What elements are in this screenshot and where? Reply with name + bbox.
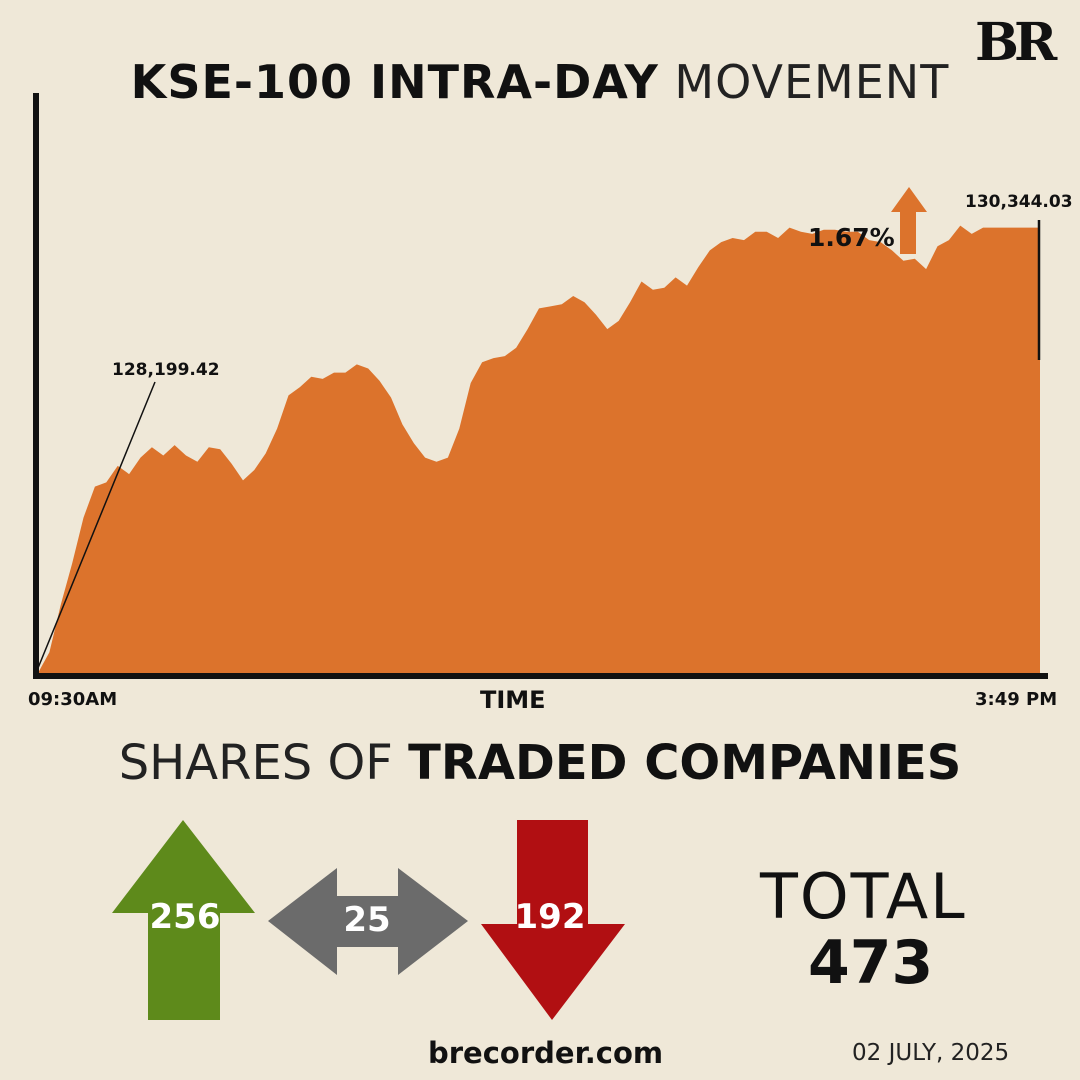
advanced-arrow-icon	[112, 820, 255, 1020]
start-value-leader	[37, 381, 156, 669]
change-percent: 1.67%	[808, 223, 895, 252]
index-area	[38, 225, 1040, 673]
chart-title-bold: KSE-100 INTRA-DAY	[130, 55, 659, 109]
total-label: TOTAL	[760, 860, 967, 933]
br-logo: BR	[975, 12, 1057, 73]
x-tick-start: 09:30AM	[28, 689, 118, 710]
chart-title: KSE-100 INTRA-DAY MOVEMENT	[0, 55, 1080, 109]
total-value: 473	[808, 928, 934, 998]
advanced-count: 256	[149, 897, 221, 937]
companies-title: SHARES OF TRADED COMPANIES	[0, 735, 1080, 791]
chart-title-light: MOVEMENT	[674, 55, 950, 109]
date-label: 02 JULY, 2025	[852, 1040, 1010, 1066]
end-value-label: 130,344.03	[965, 192, 1073, 212]
companies-title-light: SHARES OF	[118, 735, 393, 791]
x-tick-end: 3:49 PM	[975, 689, 1058, 710]
unchanged-arrow-icon	[268, 868, 468, 975]
up-change-icon	[891, 187, 927, 254]
declined-count: 192	[514, 897, 586, 937]
unchanged-count: 25	[343, 900, 391, 940]
start-value-label: 128,199.42	[112, 360, 220, 380]
declined-arrow-icon	[481, 820, 625, 1020]
x-axis-label: TIME	[480, 686, 546, 714]
companies-title-bold: TRADED COMPANIES	[408, 735, 962, 791]
website-link[interactable]: brecorder.com	[428, 1036, 664, 1070]
